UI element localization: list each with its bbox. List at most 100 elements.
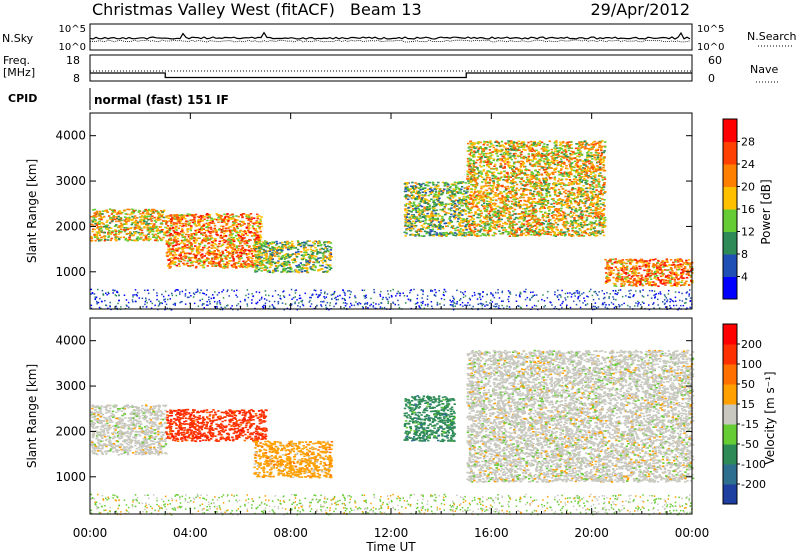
data-cell [258,246,261,249]
data-cell [155,230,159,232]
data-cell [243,223,246,225]
data-cell [428,216,431,218]
data-cell [237,256,240,258]
data-cell [437,195,440,197]
data-cell [147,228,150,231]
data-cell [292,247,296,249]
data-cell [454,195,457,197]
data-cell [305,267,309,269]
data-cell [268,250,271,253]
data-cell [264,259,268,262]
data-cell [561,151,564,154]
data-cell [507,142,510,144]
data-cell [219,236,222,238]
data-cell [181,241,184,243]
data-cell [435,219,439,222]
data-cell [157,212,160,215]
data-cell [246,234,249,237]
data-cell [213,246,216,249]
data-cell [229,260,232,262]
data-cell [249,263,252,266]
data-cell [172,223,175,226]
data-cell [191,235,194,238]
data-cell [237,231,240,234]
data-cell [480,198,484,201]
data-cell [139,212,142,215]
data-cell [91,219,95,222]
data-cell [98,234,101,236]
data-cell [308,261,311,264]
data-cell [182,262,185,265]
data-cell [530,233,533,236]
data-cell [485,189,489,192]
data-cell [294,247,298,249]
data-cell [572,206,575,208]
data-cell [446,185,449,188]
data-cell [257,268,261,271]
data-cell [437,213,440,215]
data-cell [218,227,221,230]
data-cell [100,239,103,241]
data-cell [168,229,172,232]
data-cell [115,213,119,215]
data-cell [520,153,523,156]
data-cell [437,192,441,195]
data-cell [587,167,590,170]
data-cell [206,265,209,267]
data-cell [464,201,468,203]
data-cell [465,223,468,226]
data-cell [94,222,97,225]
data-cell [275,251,279,254]
data-cell [235,221,238,224]
data-cell [452,194,455,196]
data-cell [291,246,294,249]
data-cell [317,242,320,245]
data-cell [230,236,233,239]
data-cell [109,217,112,219]
cpid-value: normal (fast) 151 IF [94,93,229,107]
data-cell [404,221,407,223]
data-cell [245,214,248,216]
data-cell [131,218,134,221]
data-cell [184,225,188,227]
data-cell [149,226,152,228]
data-cell [407,219,411,222]
data-cell [415,220,418,223]
data-cell [548,208,552,211]
data-cell [523,166,526,168]
data-cell [480,152,484,154]
data-cell [288,264,291,266]
data-cell [96,232,100,234]
data-cell [258,264,261,266]
data-cell [175,264,178,267]
data-cell [152,212,155,214]
data-cell [257,221,261,224]
data-cell [513,221,516,223]
data-cell [138,209,141,212]
data-cell [470,178,473,180]
data-cell [278,257,281,260]
data-cell [405,183,409,185]
data-cell [207,224,210,227]
data-cell [171,216,174,218]
data-cell [165,243,169,245]
data-cell [93,228,96,231]
data-cell [328,268,332,271]
data-cell [527,174,530,176]
data-cell [244,262,247,264]
data-cell [142,212,145,215]
data-cell [155,218,158,221]
data-cell [454,229,457,232]
data-cell [285,256,288,259]
data-cell [472,202,475,204]
data-cell [250,248,253,250]
data-cell [265,262,268,264]
freq-right-tick-bottom: 0 [708,72,715,85]
data-cell [223,213,226,216]
data-cell [416,196,419,198]
data-cell [94,213,97,216]
data-cell [236,227,239,230]
data-cell [167,240,170,243]
data-cell [245,254,249,256]
data-cell [198,224,201,227]
